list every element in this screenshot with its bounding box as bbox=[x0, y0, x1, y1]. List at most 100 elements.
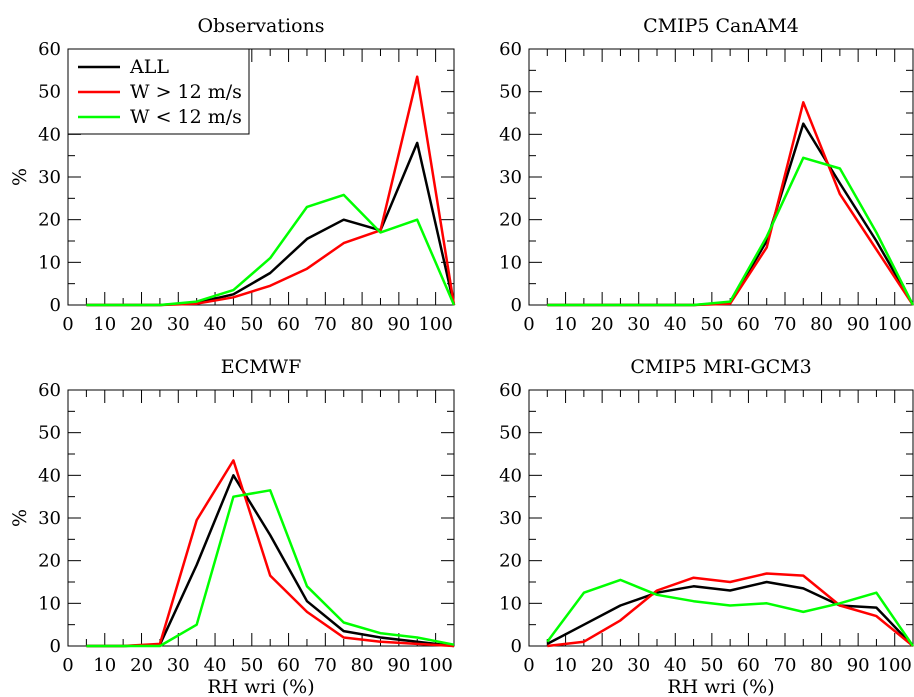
y-tick-label: 30 bbox=[38, 508, 61, 529]
y-axis-label: % bbox=[9, 509, 31, 527]
legend-entry: ALL bbox=[129, 56, 169, 78]
x-tick-label: 30 bbox=[627, 314, 650, 335]
y-tick-label: 60 bbox=[38, 380, 61, 401]
y-tick-label: 20 bbox=[38, 210, 61, 231]
x-tick-label: 0 bbox=[523, 655, 534, 676]
y-axis-label: % bbox=[9, 168, 31, 186]
x-axis-label: RH wri (%) bbox=[207, 676, 314, 697]
panel-title: ECMWF bbox=[221, 356, 302, 378]
y-tick-label: 50 bbox=[499, 423, 522, 444]
x-tick-label: 10 bbox=[554, 655, 577, 676]
y-tick-label: 50 bbox=[38, 82, 61, 103]
y-tick-label: 40 bbox=[499, 465, 522, 486]
x-tick-label: 40 bbox=[204, 314, 227, 335]
y-tick-label: 40 bbox=[499, 124, 522, 145]
x-tick-label: 70 bbox=[314, 655, 337, 676]
x-tick-label: 60 bbox=[277, 314, 300, 335]
x-tick-label: 20 bbox=[591, 655, 614, 676]
x-tick-label: 0 bbox=[62, 655, 73, 676]
x-tick-label: 50 bbox=[240, 655, 263, 676]
x-tick-label: 10 bbox=[93, 314, 116, 335]
y-tick-label: 40 bbox=[38, 124, 61, 145]
x-tick-label: 30 bbox=[627, 655, 650, 676]
x-tick-label: 90 bbox=[847, 655, 870, 676]
series-line-1 bbox=[86, 459, 455, 648]
x-tick-label: 10 bbox=[554, 314, 577, 335]
x-tick-label: 90 bbox=[387, 655, 410, 676]
x-tick-label: 50 bbox=[700, 314, 723, 335]
x-tick-label: 90 bbox=[387, 314, 410, 335]
x-tick-label: 80 bbox=[351, 655, 374, 676]
x-tick-label: 60 bbox=[737, 314, 760, 335]
series-line-1 bbox=[547, 101, 914, 307]
x-tick-label: 60 bbox=[737, 655, 760, 676]
plot-frame bbox=[528, 48, 914, 306]
y-tick-label: 0 bbox=[50, 295, 61, 316]
y-tick-label: 60 bbox=[499, 380, 522, 401]
x-tick-label: 80 bbox=[810, 655, 833, 676]
y-tick-label: 10 bbox=[499, 252, 522, 273]
y-tick-label: 60 bbox=[38, 39, 61, 60]
legend-entry: W < 12 m/s bbox=[130, 106, 242, 128]
y-tick-label: 50 bbox=[38, 423, 61, 444]
panel-title: CMIP5 MRI-GCM3 bbox=[630, 356, 811, 378]
series-line-2 bbox=[547, 156, 914, 307]
x-axis-label: RH wri (%) bbox=[667, 676, 774, 697]
x-tick-label: 50 bbox=[240, 314, 263, 335]
x-tick-label: 100 bbox=[878, 314, 912, 335]
series-line-2 bbox=[546, 578, 914, 647]
x-tick-label: 100 bbox=[418, 655, 452, 676]
panel-2: ECMWF 0 10 20 30 40 50 60 70 80 90 100 0 10 20 30 40 50 60… bbox=[9, 356, 455, 697]
y-tick-label: 20 bbox=[499, 551, 522, 572]
x-tick-label: 20 bbox=[130, 314, 153, 335]
panel-title: CMIP5 CanAM4 bbox=[643, 15, 799, 37]
x-tick-label: 30 bbox=[167, 655, 190, 676]
y-tick-label: 20 bbox=[499, 210, 522, 231]
x-tick-label: 100 bbox=[878, 655, 912, 676]
panel-0: Observations 0 10 20 30 40 50 60 70 80 90 100 0 10 20 3… bbox=[9, 15, 456, 335]
x-tick-label: 70 bbox=[314, 314, 337, 335]
x-tick-label: 70 bbox=[774, 314, 797, 335]
x-tick-label: 70 bbox=[774, 655, 797, 676]
panel-1: CMIP5 CanAM4 0 10 20 30 40 50 60 70 80 90 100 0 10 20 3… bbox=[499, 15, 914, 335]
x-tick-label: 50 bbox=[700, 655, 723, 676]
y-tick-label: 10 bbox=[499, 593, 522, 614]
series-line-1 bbox=[547, 572, 914, 648]
x-tick-label: 10 bbox=[93, 655, 116, 676]
x-tick-label: 0 bbox=[523, 314, 534, 335]
y-tick-label: 10 bbox=[38, 252, 61, 273]
x-tick-label: 80 bbox=[810, 314, 833, 335]
y-tick-label: 10 bbox=[38, 593, 61, 614]
series-line-0 bbox=[86, 474, 455, 648]
y-tick-label: 30 bbox=[38, 167, 61, 188]
y-tick-label: 30 bbox=[499, 167, 522, 188]
x-tick-label: 90 bbox=[847, 314, 870, 335]
x-tick-label: 40 bbox=[664, 655, 687, 676]
series-line-2 bbox=[86, 193, 456, 307]
series-line-0 bbox=[546, 580, 914, 647]
series-line-0 bbox=[547, 122, 914, 307]
y-tick-label: 60 bbox=[499, 39, 522, 60]
y-tick-label: 30 bbox=[499, 508, 522, 529]
x-tick-label: 40 bbox=[664, 314, 687, 335]
legend-entry: W > 12 m/s bbox=[130, 81, 242, 103]
y-tick-label: 50 bbox=[499, 82, 522, 103]
x-tick-label: 0 bbox=[62, 314, 73, 335]
y-tick-label: 20 bbox=[38, 551, 61, 572]
panel-3: CMIP5 MRI-GCM3 0 10 20 30 40 50 60 70 80 90 100 0 10 2… bbox=[499, 356, 914, 697]
y-tick-label: 0 bbox=[511, 636, 522, 657]
x-tick-label: 20 bbox=[591, 314, 614, 335]
x-tick-label: 60 bbox=[277, 655, 300, 676]
panel-title: Observations bbox=[197, 15, 324, 37]
x-tick-label: 100 bbox=[418, 314, 452, 335]
y-tick-label: 0 bbox=[50, 636, 61, 657]
y-tick-label: 0 bbox=[511, 295, 522, 316]
x-tick-label: 20 bbox=[130, 655, 153, 676]
x-tick-label: 30 bbox=[167, 314, 190, 335]
x-tick-label: 80 bbox=[351, 314, 374, 335]
series-line-0 bbox=[86, 141, 456, 307]
x-tick-label: 40 bbox=[204, 655, 227, 676]
y-tick-label: 40 bbox=[38, 465, 61, 486]
series-line-2 bbox=[86, 489, 455, 648]
